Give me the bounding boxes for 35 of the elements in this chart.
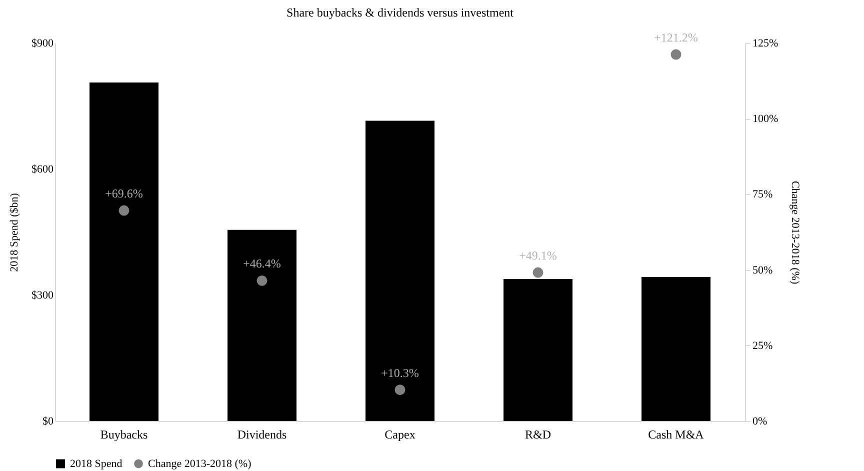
point	[256, 275, 268, 286]
bar	[228, 230, 296, 421]
y2-tick-label: 0%	[752, 416, 768, 428]
point	[532, 267, 544, 278]
x-tick-label: Cash M&A	[648, 428, 704, 442]
point	[118, 205, 130, 216]
bar	[366, 120, 434, 421]
y2-tick-label: 75%	[752, 188, 773, 201]
y-tick-label: $300	[32, 290, 54, 302]
y2-tick-label: 100%	[752, 113, 778, 126]
bar	[504, 279, 572, 421]
point	[670, 49, 682, 60]
data-label: +69.6%	[105, 186, 143, 201]
data-label: +10.3%	[381, 366, 419, 380]
y2-tick-label: 125%	[752, 38, 778, 50]
y2-axis-title: Change 2013-2018 (%)	[789, 180, 802, 284]
chart-title: Share buybacks & dividends versus investment	[286, 5, 514, 20]
data-label: +49.1%	[519, 248, 557, 263]
x-tick-label: Dividends	[237, 428, 287, 442]
bar	[90, 82, 158, 421]
legend-label: 2018 Spend	[70, 458, 123, 470]
x-tick-label: Capex	[384, 428, 416, 442]
bar	[642, 276, 710, 421]
y-tick-label: $600	[32, 164, 54, 176]
y2-tick-label: 50%	[752, 264, 773, 276]
point	[394, 384, 406, 396]
y2-tick-label: 25%	[752, 340, 773, 352]
data-label: +121.2%	[654, 30, 698, 44]
legend-label: Change 2013-2018 (%)	[148, 458, 252, 470]
y-tick-label: $0	[42, 416, 54, 428]
y-axis-title: 2018 Spend ($bn)	[8, 192, 20, 272]
data-label: +46.4%	[243, 256, 281, 271]
x-tick-label: R&D	[524, 428, 552, 442]
y-tick-label: $900	[32, 38, 54, 50]
x-tick-label: Buybacks	[100, 428, 148, 442]
